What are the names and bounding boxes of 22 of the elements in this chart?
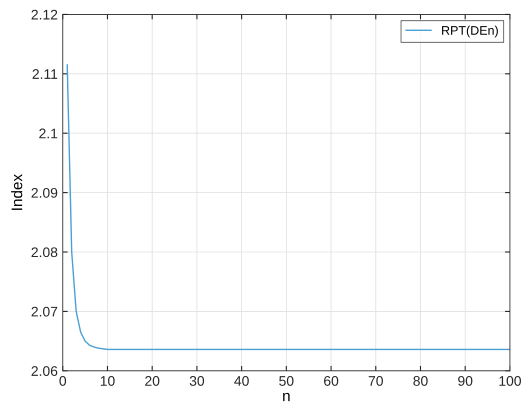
x-tick-label: 60	[324, 376, 338, 386]
y-tick-label: 2.1	[39, 128, 58, 138]
y-tick-label: 2.12	[32, 10, 58, 20]
x-tick-label: 40	[234, 376, 249, 386]
x-tick-label: 30	[190, 376, 204, 386]
x-tick-label: 20	[145, 376, 160, 386]
x-axis-title: n	[283, 392, 290, 402]
y-tick-label: 2.08	[32, 247, 58, 258]
y-tick-label: 2.09	[32, 188, 58, 198]
line-series	[66, 64, 510, 350]
y-axis-title: Index	[11, 174, 22, 210]
y-tick-label: 2.07	[32, 306, 58, 317]
x-tick-label: 80	[413, 376, 428, 386]
y-tick-label: 2.06	[32, 366, 58, 376]
x-tick-label: 90	[458, 376, 472, 386]
legend-label: RPT(DEn)	[442, 26, 498, 38]
x-tick-label: 0	[59, 376, 66, 386]
x-tick-label: 100	[499, 376, 521, 386]
x-tick-label: 10	[100, 376, 115, 386]
y-tick-label: 2.11	[32, 69, 58, 79]
x-tick-label: 70	[368, 376, 383, 386]
x-tick-label: 50	[279, 376, 294, 386]
